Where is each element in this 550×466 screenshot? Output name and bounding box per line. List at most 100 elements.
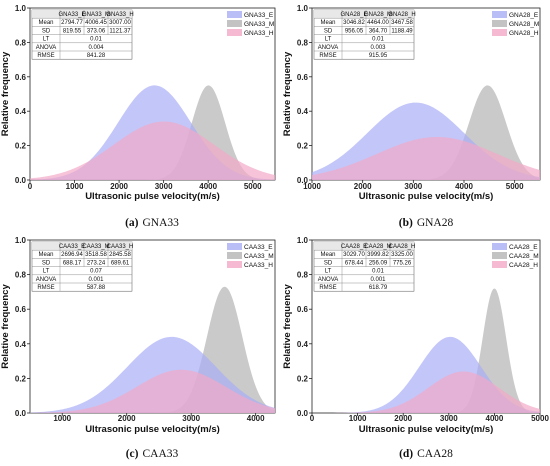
stats-cell-sd: SD xyxy=(42,28,51,34)
stats-cell-headers: GNA28_M xyxy=(364,12,392,18)
caption-name: GNA28 xyxy=(417,217,454,229)
stats-cell-sd: SD xyxy=(42,260,51,266)
stats-cell-anova-value: 0.003 xyxy=(370,45,386,51)
x-axis: 1000 2000 3000 4000 5000 xyxy=(303,180,524,191)
stats-cell-headers: CAA28_H xyxy=(389,244,416,250)
legend: CAA33_E CAA33_M CAA33_H xyxy=(227,243,274,269)
legend-label: GNA33_E xyxy=(244,12,274,19)
stats-cell-headers: CAA33_E xyxy=(59,244,85,250)
caption-letter: (c) xyxy=(126,448,139,460)
stats-cell-rmse-value: 618.79 xyxy=(369,285,388,291)
legend-swatch-caa28_e xyxy=(492,243,507,250)
y-tick-label: 0.4 xyxy=(15,340,27,349)
y-axis-title: Relative frequency xyxy=(0,51,11,136)
legend-label: GNA33_M xyxy=(244,21,274,28)
y-tick-label: 0.4 xyxy=(297,340,309,349)
caption-name: CAA28 xyxy=(417,448,453,460)
stats-cell-headers: GNA33_E xyxy=(58,12,85,18)
stats-cell-mean: 3007.00 xyxy=(109,20,131,26)
y-axis: 0.0 0.2 0.4 0.6 0.8 1.0 xyxy=(297,236,312,418)
stats-table-header-bg xyxy=(314,10,414,19)
stats-cell-anova-value: 0.004 xyxy=(88,45,104,51)
stats-cell-anova-label: ANOVA xyxy=(36,45,57,51)
legend-swatch-gna28_m xyxy=(492,20,507,27)
legend-swatch-gna28_h xyxy=(492,29,507,36)
x-axis-title: Ultrasonic pulse velocity(m/s) xyxy=(359,191,494,202)
legend: GNA33_E GNA33_M GNA33_H xyxy=(227,11,274,37)
legend-label: CAA28_H xyxy=(509,262,538,269)
density-area-caa33_h xyxy=(30,369,275,413)
x-tick-label: 3000 xyxy=(182,414,200,423)
stats-cell-sd: 678.44 xyxy=(345,260,364,266)
stats-cell-rmse-label: RMSE xyxy=(319,53,336,59)
y-tick-label: 0.8 xyxy=(15,38,27,47)
x-tick-label: 1000 xyxy=(53,414,71,423)
legend-label: GNA33_H xyxy=(244,30,274,37)
legend-swatch-caa28_m xyxy=(492,252,507,259)
stats-cell-headers: GNA28_H xyxy=(388,12,415,18)
x-tick-label: 5000 xyxy=(506,182,524,191)
chart-panel-gna28: 0.0 0.2 0.4 0.6 0.8 1.0 1000 2000 3000 4000 5000 Ul… xyxy=(282,4,541,229)
legend-label: CAA33_E xyxy=(244,244,273,251)
stats-cell-sd: 689.61 xyxy=(111,260,130,266)
x-axis: 0 1000 2000 3000 4000 5000 xyxy=(28,180,262,191)
caption-name: CAA33 xyxy=(142,448,178,460)
y-tick-label: 0.2 xyxy=(15,142,27,151)
series-group xyxy=(312,85,540,180)
stats-cell-anova-label: ANOVA xyxy=(36,277,57,283)
stats-cell-mean: 3046.82 xyxy=(343,20,365,26)
chart-panel-gna33: 0.0 0.2 0.4 0.6 0.8 1.0 0 1000 2000 3000 4000 5000 U… xyxy=(0,4,276,229)
stats-cell-mean: Mean xyxy=(38,20,53,26)
legend-swatch-gna33_h xyxy=(227,29,242,36)
stats-cell-mean: Mean xyxy=(320,252,335,258)
x-tick-label: 3000 xyxy=(440,414,458,423)
stats-cell-headers: CAA28_M xyxy=(364,244,391,250)
y-axis-title: Relative frequency xyxy=(0,284,11,369)
y-tick-label: 0.2 xyxy=(297,374,309,383)
x-tick-label: 5000 xyxy=(244,182,262,191)
density-area-caa28_h xyxy=(312,371,540,413)
legend-label: CAA28_M xyxy=(509,253,539,260)
x-tick-label: 5000 xyxy=(531,414,549,423)
stats-cell-rmse-value: 587.88 xyxy=(87,285,106,291)
series-group xyxy=(30,85,275,180)
stats-cell-mean: 4464.00 xyxy=(367,20,389,26)
legend-swatch-gna33_e xyxy=(227,11,242,18)
y-tick-label: 0.0 xyxy=(15,176,27,185)
x-axis: 0 1000 2000 3000 4000 5000 xyxy=(310,413,549,423)
stats-cell-sd: 956.05 xyxy=(345,28,364,34)
stats-cell-lt-label: LT xyxy=(43,37,50,43)
y-axis-title: Relative frequency xyxy=(282,284,293,369)
stats-cell-sd: 688.17 xyxy=(63,260,82,266)
stats-cell-mean: 3467.58 xyxy=(391,20,413,26)
stats-cell-sd: 775.26 xyxy=(393,260,412,266)
legend-label: CAA28_E xyxy=(509,244,538,251)
stats-cell-anova-value: 0.001 xyxy=(88,277,104,283)
stats-cell-lt-value: 0.01 xyxy=(372,269,384,275)
x-tick-label: 2000 xyxy=(394,414,412,423)
x-tick-label: 4000 xyxy=(455,182,473,191)
y-tick-label: 0.6 xyxy=(15,73,27,82)
chart-panel-caa28: 0.0 0.2 0.4 0.6 0.8 1.0 0 1000 2000 3000 4000 5000 U… xyxy=(282,236,549,460)
legend: CAA28_E CAA28_M CAA28_H xyxy=(492,243,539,269)
y-tick-label: 0.8 xyxy=(297,38,309,47)
stats-cell-lt-value: 0.01 xyxy=(90,37,102,43)
stats-cell-anova-label: ANOVA xyxy=(318,45,339,51)
x-tick-label: 3000 xyxy=(404,182,422,191)
y-tick-label: 0.6 xyxy=(297,73,309,82)
stats-cell-sd: 256.09 xyxy=(369,260,388,266)
stats-cell-rmse-label: RMSE xyxy=(319,285,336,291)
stats-cell-sd: 364.70 xyxy=(369,28,388,34)
stats-cell-mean: 3999.82 xyxy=(367,252,389,258)
y-tick-label: 0.0 xyxy=(297,409,309,418)
legend-swatch-caa33_m xyxy=(227,252,242,259)
stats-cell-sd: 1188.49 xyxy=(391,28,413,34)
y-tick-label: 0.4 xyxy=(297,107,309,116)
stats-cell-lt-label: LT xyxy=(43,269,50,275)
stats-cell-anova-label: ANOVA xyxy=(318,277,339,283)
